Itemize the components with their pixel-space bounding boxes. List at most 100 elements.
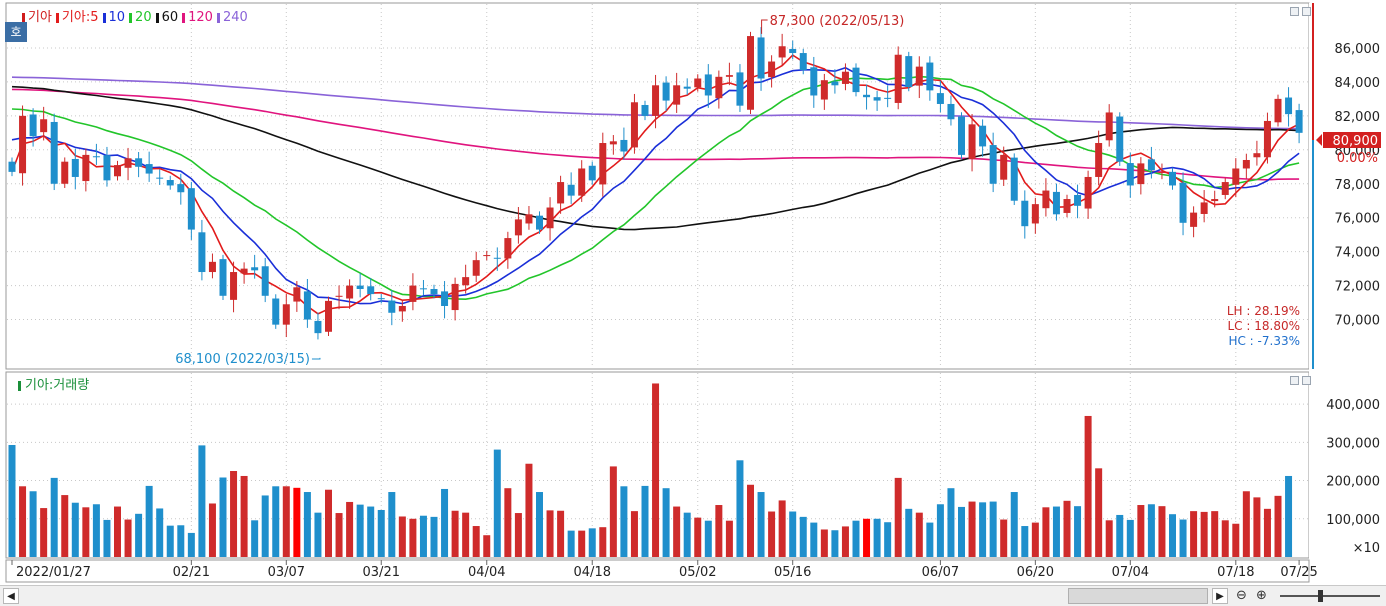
candle-body xyxy=(630,102,638,148)
zoom-out-icon[interactable]: ⊖ xyxy=(1236,588,1247,603)
volume-bar xyxy=(704,520,712,557)
legend-item-4[interactable]: 60 xyxy=(152,10,178,25)
candle-body xyxy=(609,141,617,145)
low-annotation-label: 68,100 (2022/03/15) xyxy=(175,352,310,367)
price-panel-minimize-button[interactable] xyxy=(1290,7,1299,16)
candle-body xyxy=(71,158,79,177)
volume-bar xyxy=(145,485,153,557)
candle-body xyxy=(820,80,828,100)
candle-body xyxy=(1000,154,1008,180)
volume-bar xyxy=(8,445,16,557)
scroll-thumb[interactable] xyxy=(1068,588,1208,604)
date-tick-label: 04/18 xyxy=(574,565,611,580)
candle-body xyxy=(652,85,660,116)
right-axis-area xyxy=(1309,3,1386,561)
legend-label: 240 xyxy=(222,10,248,25)
price-tick-label: 84,000 xyxy=(1335,76,1381,91)
candle-body xyxy=(789,48,797,54)
price-tick-label: 72,000 xyxy=(1335,280,1381,295)
volume-bar xyxy=(852,520,860,557)
candle-body xyxy=(915,66,923,86)
volume-bar xyxy=(19,486,27,557)
candle-body xyxy=(747,36,754,110)
low-annotation-arrow xyxy=(311,357,321,360)
zoom-in-icon[interactable]: ⊕ xyxy=(1256,588,1267,603)
volume-bar xyxy=(430,516,438,557)
volume-bar xyxy=(325,489,332,557)
volume-bar xyxy=(747,484,754,557)
volume-bar xyxy=(114,506,121,557)
volume-bar xyxy=(1095,468,1103,557)
volume-bar xyxy=(1021,526,1029,557)
volume-bar xyxy=(208,503,216,557)
candle-body xyxy=(863,94,871,98)
candle-body xyxy=(546,207,554,229)
legend-item-2[interactable]: 10 xyxy=(99,10,126,25)
volume-bar xyxy=(799,516,807,557)
ho-button[interactable]: 호 xyxy=(5,22,27,42)
scroll-right-button[interactable]: ▶ xyxy=(1212,588,1228,604)
zoom-slider-handle[interactable] xyxy=(1318,590,1323,602)
volume-legend: 기아:거래량 xyxy=(18,374,89,393)
volume-bar xyxy=(968,501,976,557)
scroll-left-button[interactable]: ◀ xyxy=(3,588,19,604)
chart-scrollbar[interactable]: ◀ ▶ ⊖ ⊕ xyxy=(0,585,1386,606)
candle-body xyxy=(1010,157,1018,201)
candle-body xyxy=(1221,182,1229,195)
candle-body xyxy=(662,82,670,101)
stat-hc: HC : -7.33% xyxy=(1228,334,1300,348)
volume-bar xyxy=(1169,514,1176,557)
candle-body xyxy=(198,232,206,273)
candle-body xyxy=(208,261,216,273)
volume-tick-label: 300,000 xyxy=(1326,436,1380,451)
volume-bar xyxy=(778,500,786,557)
legend-item-3[interactable]: 20 xyxy=(125,10,152,25)
candle-body xyxy=(799,53,807,71)
volume-bar xyxy=(567,530,575,557)
volume-bar xyxy=(514,513,522,557)
zoom-slider[interactable] xyxy=(1280,595,1380,597)
price-panel-close-button[interactable] xyxy=(1302,7,1311,16)
candle-body xyxy=(451,283,459,311)
volume-bar xyxy=(630,511,638,557)
volume-bar xyxy=(419,515,427,557)
volume-panel-close-button[interactable] xyxy=(1302,376,1311,385)
candle-body xyxy=(1137,163,1145,185)
volume-bar xyxy=(894,477,902,557)
volume-bar xyxy=(884,522,892,557)
volume-bar xyxy=(1042,507,1050,557)
volume-bar xyxy=(1274,495,1282,557)
volume-panel-minimize-button[interactable] xyxy=(1290,376,1299,385)
volume-bar xyxy=(958,506,965,557)
volume-bar xyxy=(493,449,501,557)
legend-item-5[interactable]: 120 xyxy=(178,10,213,25)
volume-bar xyxy=(135,513,143,557)
ma120-line xyxy=(11,88,1300,181)
current-price-change: 0.00% xyxy=(1337,151,1378,166)
legend-item-0[interactable]: 기아 xyxy=(18,10,52,25)
candle-body xyxy=(1263,120,1271,158)
price-tick-label: 78,000 xyxy=(1335,178,1381,193)
volume-bar xyxy=(673,506,681,557)
volume-bar xyxy=(240,475,248,557)
candle-body xyxy=(398,305,406,312)
volume-bar xyxy=(50,477,58,557)
candle-body xyxy=(124,158,132,168)
volume-unit-label: ×10 xyxy=(1353,541,1380,556)
candle-body xyxy=(240,268,248,274)
legend-item-6[interactable]: 240 xyxy=(213,10,248,25)
candle-body xyxy=(968,124,976,159)
current-price-box xyxy=(1323,132,1381,148)
candle-body xyxy=(483,255,491,257)
volume-bar xyxy=(578,530,586,557)
ma20-line xyxy=(11,75,1300,301)
legend-label: 10 xyxy=(108,10,126,25)
volume-bar xyxy=(1126,519,1134,557)
legend-item-1[interactable]: 기아:5 xyxy=(52,10,99,25)
candle-body xyxy=(82,154,90,182)
candle-body xyxy=(1179,182,1187,223)
volume-bar xyxy=(620,486,628,557)
volume-bar xyxy=(1242,491,1250,557)
candle-body xyxy=(114,165,121,177)
